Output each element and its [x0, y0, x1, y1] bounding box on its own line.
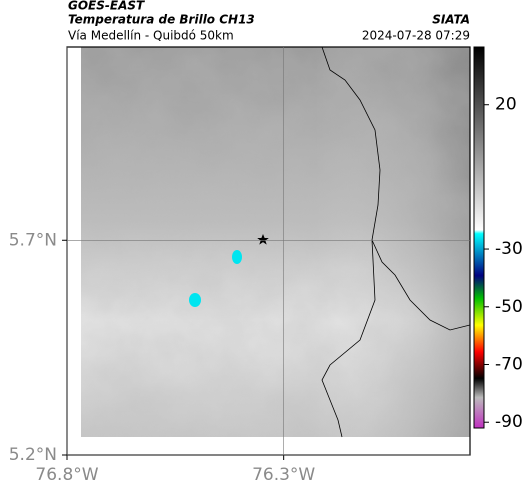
colorbar — [473, 46, 485, 429]
colorbar-label: -30 — [495, 239, 523, 259]
colorbar-label: -50 — [495, 297, 523, 317]
title: Temperatura de Brillo CH13 — [68, 13, 255, 27]
colorbar-label: 20 — [495, 95, 517, 115]
datetime: 2024-07-28 07:29 — [362, 29, 470, 43]
y-tick-label: 5.2°N — [9, 445, 57, 465]
map-image — [81, 47, 470, 438]
satellite: GOES-EAST — [68, 0, 145, 13]
colorbar-label: -90 — [495, 412, 523, 432]
y-tick-label: 5.7°N — [9, 230, 57, 250]
x-tick-label: 76.3°W — [252, 465, 315, 485]
source: SIATA — [432, 13, 470, 27]
colorbar-label: -70 — [495, 355, 523, 375]
x-tick-label: 76.8°W — [35, 465, 98, 485]
subtitle: Vía Medellín - Quibdó 50km — [68, 29, 234, 43]
